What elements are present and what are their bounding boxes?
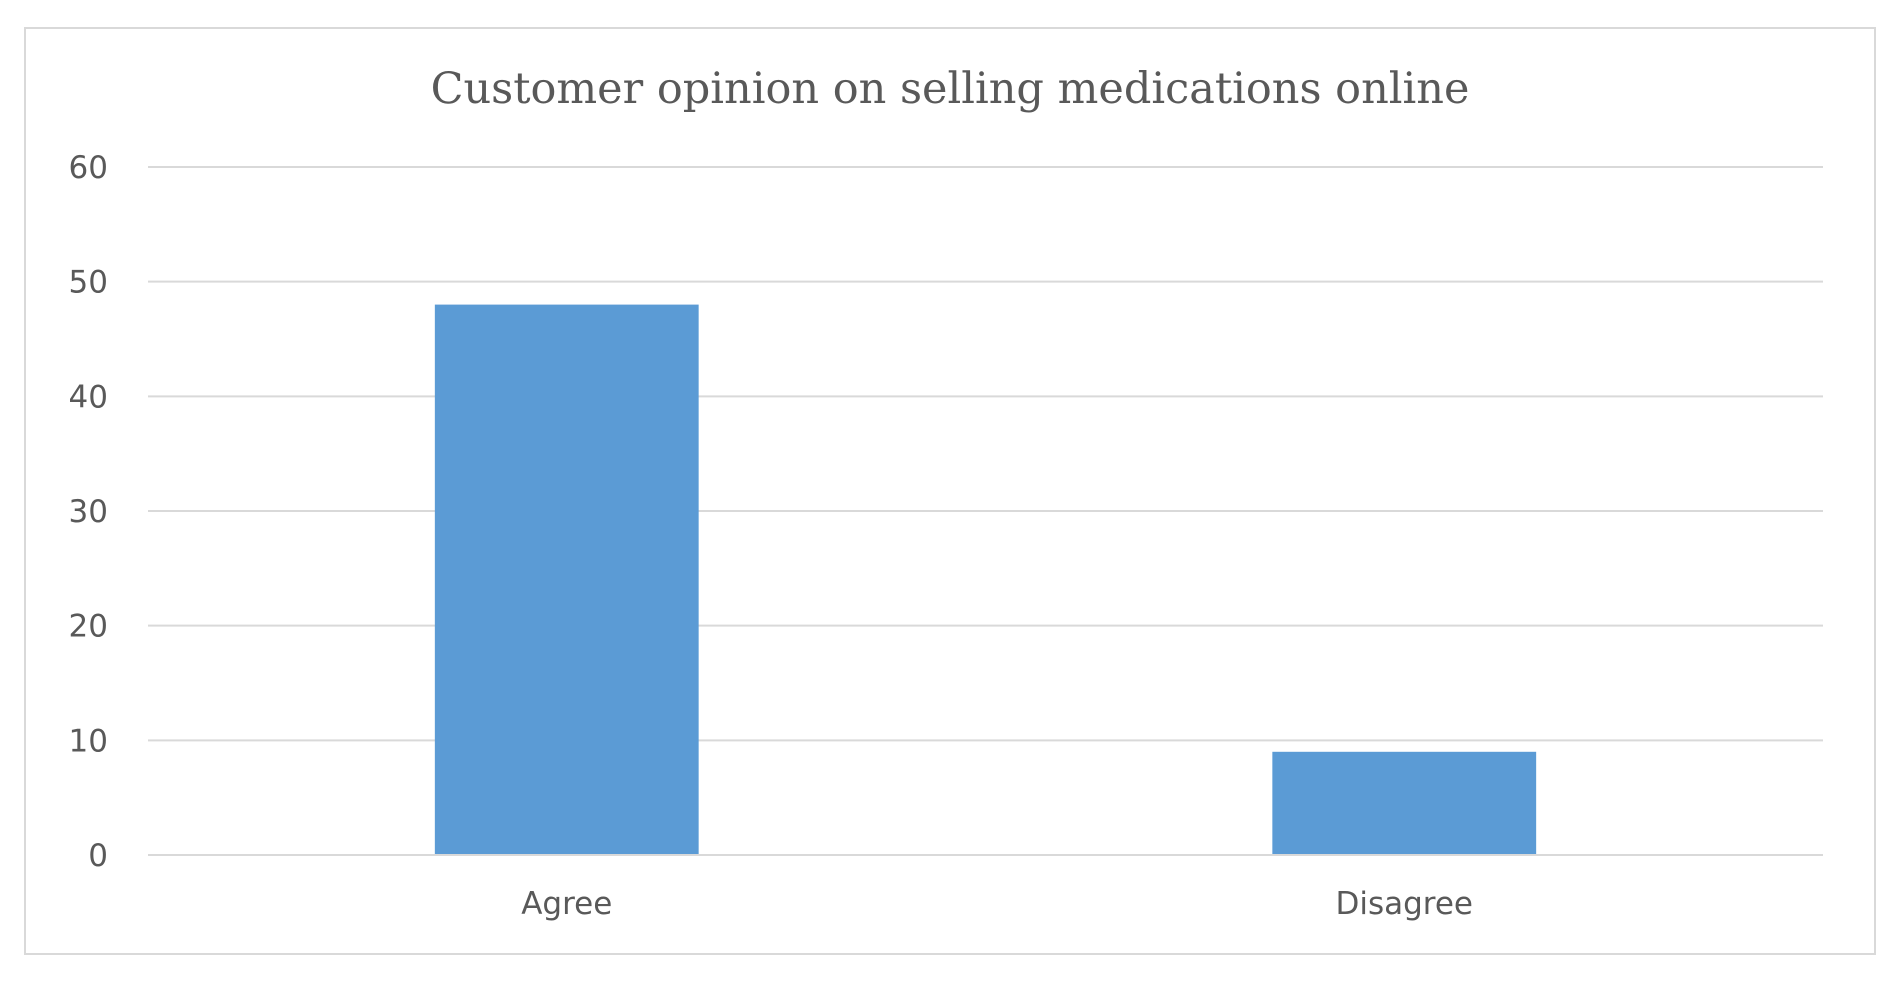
bar-agree	[434, 304, 699, 856]
bars	[434, 304, 1537, 856]
x-tick-label: Disagree	[1335, 886, 1473, 922]
y-axis-ticks: 0 10 20 30 40 50 60	[69, 150, 108, 874]
y-tick-label: 60	[69, 150, 108, 186]
y-tick-label: 10	[69, 723, 108, 759]
chart-frame	[24, 27, 1876, 955]
x-axis-labels: Agree Disagree	[521, 886, 1473, 922]
y-tick-label: 20	[69, 609, 108, 645]
bar-disagree	[1272, 751, 1537, 855]
y-tick-label: 50	[69, 265, 108, 301]
gridlines	[148, 166, 1823, 742]
chart-title: Customer opinion on selling medications …	[431, 64, 1470, 114]
y-tick-label: 40	[69, 379, 108, 415]
x-tick-label: Agree	[521, 886, 612, 922]
y-tick-label: 0	[88, 838, 108, 874]
y-tick-label: 30	[69, 494, 108, 530]
